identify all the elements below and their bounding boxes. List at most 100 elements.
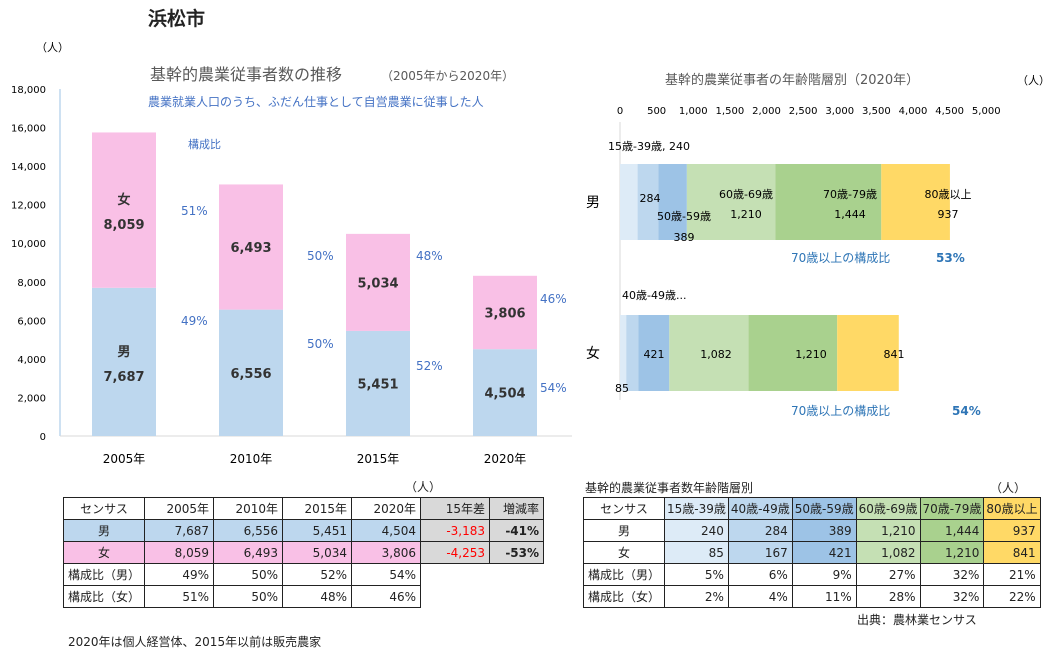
seg-label: 1,444 [834, 208, 866, 221]
header-cell: センサス [582, 497, 666, 520]
y-tick-label: 4,000 [17, 355, 46, 366]
table-cell: 7,687 [144, 519, 215, 542]
age-segment [686, 164, 776, 240]
table-cell: -4,253 [420, 541, 491, 564]
table-row: 男 7,687 6,556 5,451 4,504 -3,183 -41% [62, 519, 545, 542]
table-cell: 5% [664, 563, 729, 586]
seg-label: 1,082 [700, 348, 732, 361]
seventy-label: 70歳以上の構成比 [791, 404, 890, 418]
table-cell: 421 [791, 541, 857, 564]
table-cell: 1,082 [855, 541, 921, 564]
x-tick-label: 1,000 [679, 106, 708, 117]
x-tick-label: 0 [617, 106, 623, 117]
table-cell: 32% [919, 585, 985, 608]
header-cell: 2020年 [351, 497, 422, 520]
bar-male [92, 287, 156, 436]
header-cell: 50歳-59歳 [791, 497, 857, 520]
row-label: 構成比（男） [62, 563, 146, 586]
age-segment [837, 315, 899, 391]
y-tick-label: 14,000 [11, 162, 46, 173]
table-cell: 2% [664, 585, 729, 608]
y-tick-label: 16,000 [11, 124, 46, 135]
table-cell: 49% [144, 563, 215, 586]
table-cell: 6% [727, 563, 793, 586]
bar-label-female: 8,059 [103, 218, 144, 233]
age-segment [775, 164, 882, 240]
table-cell: 240 [664, 519, 729, 542]
y-tick-label: 8,000 [17, 278, 46, 289]
y-tick-label: 6,000 [17, 316, 46, 327]
table-header-row: センサス 2005年 2010年 2015年 2020年 15年差 増減率 [62, 497, 545, 520]
table-cell: 28% [855, 585, 921, 608]
source-note: 出典：農林業センサス [857, 613, 977, 627]
seg-label: 389 [674, 231, 695, 244]
age-segment [620, 164, 638, 240]
bar-male [219, 309, 283, 436]
ratio-male: 49% [181, 314, 208, 328]
seventy-label: 70歳以上の構成比 [791, 251, 890, 265]
table-cell: 85 [664, 541, 729, 564]
table-row: 構成比（男） 5% 6% 9% 27% 32% 21% [582, 563, 1041, 586]
table-cell: 6,493 [213, 541, 284, 564]
table-cell: 22% [983, 585, 1041, 608]
chart-subtitle: 農業就業人口のうち、ふだん仕事として自営農業に従事した人 [148, 95, 484, 109]
table-cell: 27% [855, 563, 921, 586]
ratio-male: 54% [540, 381, 567, 395]
seg-label: 40歳-49歳... [622, 289, 686, 302]
y-tick-label: 12,000 [11, 201, 46, 212]
table-cell: 5,034 [282, 541, 353, 564]
seg-label: 70歳-79歳 [823, 188, 877, 201]
table-cell: 284 [727, 519, 793, 542]
table-cell: 21% [983, 563, 1041, 586]
trend-chart: （人） 基幹的農業従事者数の推移 （2005年から2020年） 農業就業人口のうち、ふ… [11, 41, 572, 466]
ratio-female: 51% [181, 204, 208, 218]
table-cell: 1,444 [919, 519, 985, 542]
age-chart: 基幹的農業従事者の年齢階層別（2020年） （人） 0 500 1,000 1,500 2,… [586, 72, 1050, 418]
table2-title: 基幹的農業従事者数年齢階層別 [585, 481, 754, 495]
table-cell: 9% [791, 563, 857, 586]
x-tick-label: 1,500 [716, 106, 745, 117]
ratio-2015-female-mid: 50% [307, 249, 334, 263]
table-cell: 50% [213, 563, 284, 586]
table-row: 構成比（女） 2% 4% 11% 28% 32% 22% [582, 585, 1041, 608]
age-segment [669, 315, 749, 391]
x-tick-label: 2,000 [752, 106, 781, 117]
age-table: センサス 15歳-39歳 40歳-49歳 50歳-59歳 60歳-69歳 70歳-79歳 8… [582, 497, 1041, 608]
header-cell: 15年差 [420, 497, 491, 520]
table-cell: -53% [489, 541, 545, 564]
seg-label: 80歳以上 [925, 188, 972, 201]
seg-label: 50歳-59歳 [657, 210, 711, 223]
bar-label-male: 5,451 [357, 377, 398, 392]
table-row: 女 8,059 6,493 5,034 3,806 -4,253 -53% [62, 541, 545, 564]
x-tick-label: 4,000 [899, 106, 928, 117]
row-label: 構成比（男） [582, 563, 666, 586]
table-cell: 32% [919, 563, 985, 586]
ratio-female: 48% [416, 249, 443, 263]
ratio-2015-male-mid: 50% [307, 337, 334, 351]
bar-female [473, 275, 537, 350]
table-cell: 1,210 [855, 519, 921, 542]
seventy-ratio: 53% [936, 251, 965, 265]
x-tick-label: 5,000 [972, 106, 1001, 117]
age-segment [658, 164, 687, 240]
footnote: 2020年は個人経営体、2015年以前は販売農家 [68, 635, 322, 649]
bar-label-female: 6,493 [230, 241, 271, 256]
age-segment [637, 164, 659, 240]
seg-label: 841 [884, 348, 905, 361]
table-cell: 5,451 [282, 519, 353, 542]
ratio-label: 構成比 [188, 138, 221, 151]
table-cell: 4,504 [351, 519, 422, 542]
seg-label: 937 [938, 208, 959, 221]
age-chart-title: 基幹的農業従事者の年齢階層別（2020年） [665, 72, 919, 88]
row-label: 構成比（女） [62, 585, 146, 608]
x-tick-label: 500 [647, 106, 666, 117]
table-cell: 389 [791, 519, 857, 542]
table-cell: 1,210 [919, 541, 985, 564]
category-label: 女 [586, 345, 600, 362]
row-label: 男 [62, 519, 146, 542]
bar-label-male: 6,556 [230, 367, 271, 382]
header-cell: 60歳-69歳 [855, 497, 921, 520]
table-row: 構成比（女） 51% 50% 48% 46% [62, 585, 544, 608]
table-row: 男 240 284 389 1,210 1,444 937 [582, 519, 1041, 542]
header-cell: 40歳-49歳 [727, 497, 793, 520]
